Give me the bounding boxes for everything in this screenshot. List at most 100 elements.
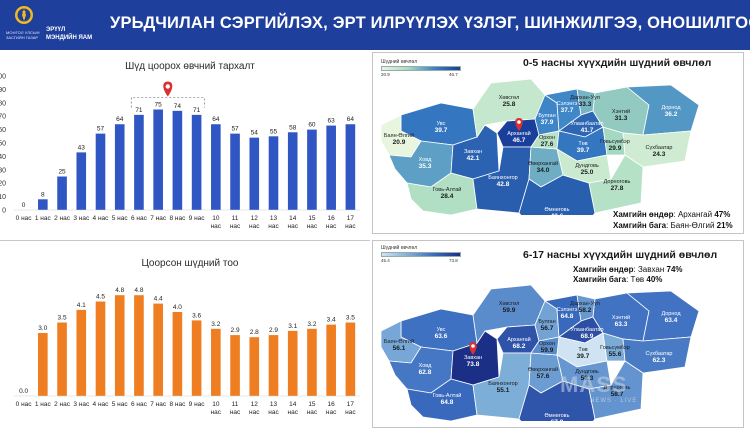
- region-value: 42.8: [497, 181, 510, 188]
- x-tick-label: 3 нас: [73, 401, 90, 408]
- region-name: Дундговь: [575, 369, 599, 375]
- region-name: Баянхонгор: [488, 381, 517, 387]
- bar: [287, 330, 298, 396]
- region-name: Өмнөговь: [545, 207, 570, 213]
- region-name: Улаанбаатар: [570, 121, 603, 127]
- org-line-1: МОНГОЛ УЛСЫН: [6, 30, 40, 35]
- stat-highest-0-5: Хамгийн өндөр: Архангай 47%: [613, 210, 731, 219]
- y-tick-label: 60: [0, 127, 6, 134]
- stat-lowest-0-5: Хамгийн бага: Баян-Өлгий 21%: [613, 221, 733, 230]
- bar: [153, 109, 163, 210]
- region-value: 42.6: [551, 213, 564, 215]
- region-name: Сэлэнгэ: [557, 307, 578, 313]
- x-tick-label: 13: [270, 401, 278, 408]
- bar: [57, 322, 67, 396]
- bar: [38, 333, 48, 396]
- x-tick-label: 2 нас: [54, 401, 71, 408]
- y-tick-label: 20: [0, 181, 6, 188]
- region-value: 64.8: [441, 399, 454, 406]
- x-tick-label: 15: [308, 401, 316, 408]
- region-value: 59.9: [541, 347, 554, 354]
- x-tick-label-unit: нас: [230, 409, 241, 416]
- region-name: Ховд: [419, 157, 433, 163]
- bar: [211, 328, 221, 396]
- region-name: Сүхбаатар: [645, 145, 672, 151]
- data-label: 71: [135, 107, 143, 114]
- data-label: 55: [270, 128, 278, 135]
- ministry-name-line-2: МЭНДИЙН ЯАМ: [46, 35, 93, 41]
- x-tick-label-unit: нас: [287, 409, 298, 416]
- region-value: 31.3: [615, 115, 628, 122]
- bar: [326, 324, 336, 396]
- region-name: Говь-Алтай: [433, 392, 462, 399]
- x-tick-label: 1 нас: [35, 215, 52, 222]
- data-label: 43: [78, 144, 86, 151]
- x-tick-label-unit: нас: [249, 223, 260, 230]
- region-name: Завхан: [464, 149, 482, 155]
- region-name: Өвөрхангай: [528, 366, 558, 373]
- x-tick-label: 12: [251, 215, 259, 222]
- chart-title: Шүд цоорох өвчний тархалт: [125, 61, 255, 72]
- region-value: 62.3: [653, 357, 666, 364]
- data-label: 4.0: [173, 304, 182, 311]
- x-tick-label: 7 нас: [150, 401, 167, 408]
- legend-max-0-5: 46.7: [449, 72, 458, 77]
- page-title: УРЬДЧИЛАН СЭРГИЙЛЭХ, ЭРТ ИЛРҮҮЛЭХ ҮЗЛЭГ,…: [110, 14, 750, 32]
- region-value: 41.7: [581, 127, 594, 134]
- region-name: Дорнод: [661, 105, 681, 111]
- region-name: Увс: [437, 327, 446, 333]
- x-tick-label-unit: нас: [345, 223, 356, 230]
- legend-gradient-6-17: [381, 252, 461, 257]
- region-name: Өвөрхангай: [528, 160, 558, 167]
- x-tick-label-unit: нас: [268, 409, 279, 416]
- map-title-6-17: 6-17 насны хүүхдийн шүдний өвчлөл: [523, 249, 718, 261]
- region-value: 20.9: [393, 139, 406, 146]
- data-label: 4.5: [96, 294, 105, 301]
- x-tick-label: 11: [232, 215, 239, 222]
- region-value: 59.9: [503, 307, 516, 314]
- region-value: 28.4: [441, 193, 454, 200]
- data-label: 64: [212, 116, 220, 123]
- region-value: 29.9: [609, 145, 622, 152]
- legend-label-0-5: Шүдний өвчлөл: [381, 59, 418, 65]
- bar: [38, 199, 48, 210]
- bar: [114, 295, 125, 396]
- bar: [114, 124, 125, 210]
- x-tick-label: 5 нас: [112, 401, 129, 408]
- y-tick-label: 0: [2, 208, 6, 215]
- x-tick-label: 14: [289, 401, 297, 408]
- map-pin-icon: [469, 342, 477, 355]
- x-tick-label-unit: нас: [307, 409, 318, 416]
- region-value: 63.6: [435, 333, 448, 340]
- x-tick-label: 2 нас: [54, 215, 71, 222]
- x-tick-label-unit: нас: [230, 223, 241, 230]
- x-tick-label: 17: [347, 401, 355, 408]
- bar: [172, 110, 183, 210]
- x-tick-label: 4 нас: [93, 401, 110, 408]
- bar: [307, 129, 317, 210]
- bar: [134, 114, 144, 210]
- map-pin-icon: [163, 81, 173, 97]
- map-title-0-5: 0-5 насны хүүхдийн шүдний өвчлөл: [523, 57, 712, 69]
- data-label: 8: [41, 191, 45, 198]
- x-tick-label: 11: [232, 401, 239, 408]
- x-tick-label: 16: [328, 215, 336, 222]
- section-divider: [0, 240, 370, 241]
- data-label: 3.6: [192, 312, 201, 319]
- region-name: Дорнод: [661, 311, 681, 317]
- legend-min-0-5: 20.9: [381, 72, 390, 77]
- data-label: 64: [116, 116, 124, 123]
- region-name: Улаанбаатар: [570, 327, 603, 333]
- stat-highest-6-17: Хамгийн өндөр: Завхан 74%: [573, 265, 683, 274]
- x-tick-label: 17: [347, 215, 355, 222]
- bar: [307, 328, 317, 396]
- data-label: 75: [155, 102, 163, 109]
- map-pin-dot: [165, 84, 170, 89]
- data-label: 3.1: [288, 323, 297, 330]
- data-label: 57: [231, 126, 239, 133]
- region-name: Говь-Алтай: [433, 186, 462, 193]
- region-name: Дархан-Уул: [570, 301, 600, 307]
- region-name: Баянхонгор: [488, 175, 517, 181]
- x-tick-label: 3 нас: [73, 215, 90, 222]
